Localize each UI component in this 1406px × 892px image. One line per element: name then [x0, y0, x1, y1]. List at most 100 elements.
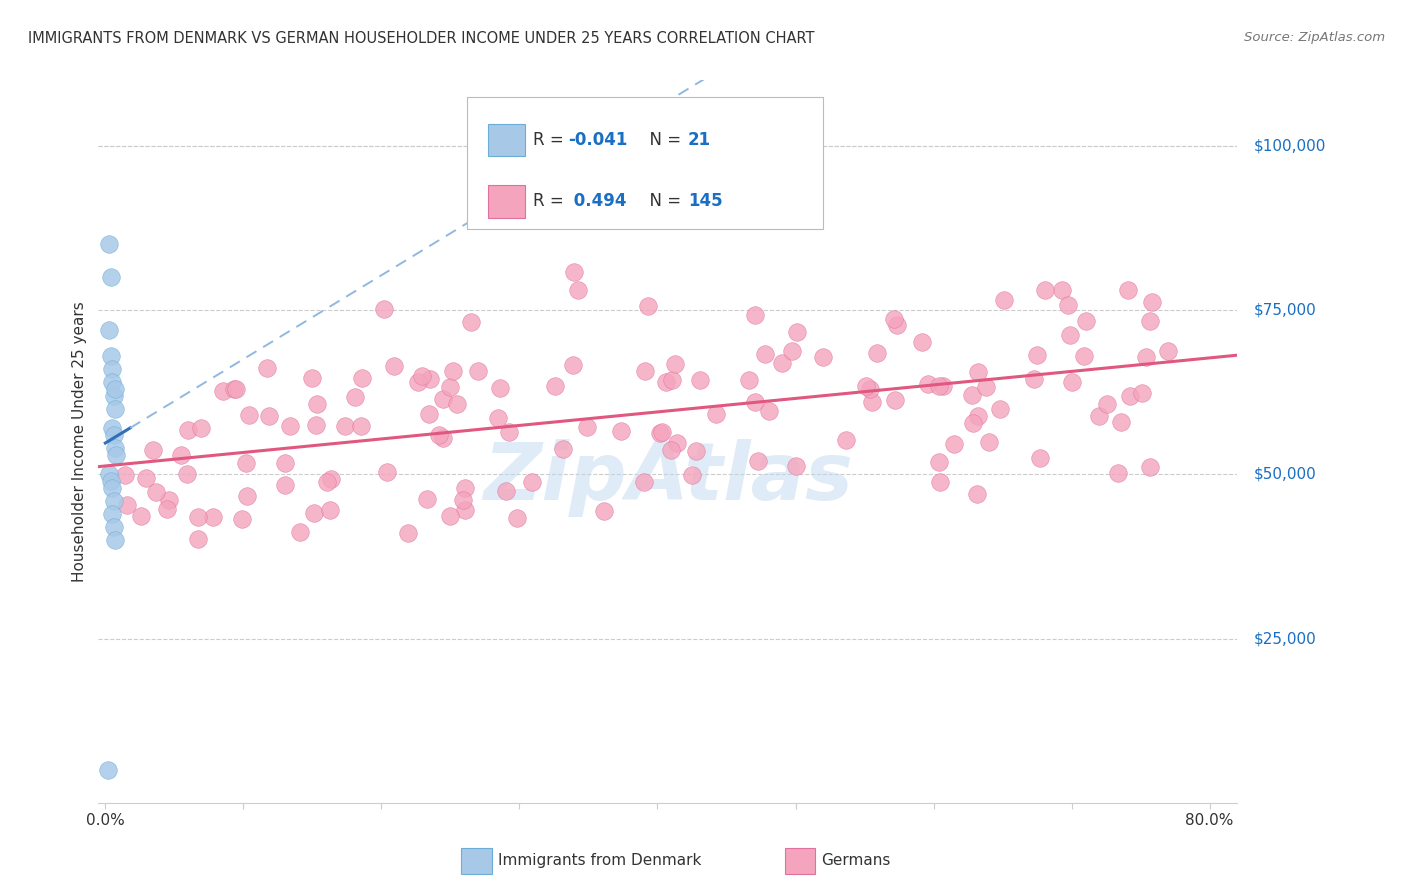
Point — [966, 487, 988, 501]
Text: -0.041: -0.041 — [568, 131, 628, 149]
Point — [427, 428, 450, 442]
Point — [1074, 314, 1097, 328]
Point — [883, 393, 905, 408]
Point — [659, 442, 682, 457]
Point — [176, 467, 198, 482]
Point — [506, 511, 529, 525]
Point — [301, 371, 323, 385]
Point — [419, 372, 441, 386]
Point — [439, 380, 461, 394]
Point — [212, 384, 235, 399]
Point — [747, 454, 769, 468]
Point — [544, 378, 567, 392]
Point — [813, 350, 835, 364]
Point — [665, 436, 688, 450]
Point — [418, 407, 440, 421]
Point — [1088, 409, 1111, 423]
Text: IMMIGRANTS FROM DENMARK VS GERMAN HOUSEHOLDER INCOME UNDER 25 YEARS CORRELATION : IMMIGRANTS FROM DENMARK VS GERMAN HOUSEH… — [28, 31, 814, 46]
Point — [967, 409, 990, 423]
Point — [967, 365, 990, 379]
Point — [321, 472, 343, 486]
Point — [770, 356, 793, 370]
Point — [101, 376, 124, 390]
Point — [316, 475, 339, 489]
Point — [1107, 466, 1129, 480]
Point — [661, 372, 683, 386]
Point — [187, 532, 209, 546]
Point — [101, 362, 124, 376]
Point — [704, 407, 727, 421]
Point — [1022, 372, 1045, 386]
Point — [304, 418, 326, 433]
Point — [302, 506, 325, 520]
Point — [633, 475, 655, 489]
Point — [103, 493, 125, 508]
Point — [1059, 328, 1081, 343]
Point — [917, 377, 939, 392]
Point — [744, 308, 766, 322]
Text: Source: ZipAtlas.com: Source: ZipAtlas.com — [1244, 31, 1385, 45]
Point — [1111, 415, 1133, 429]
Point — [754, 347, 776, 361]
Point — [432, 392, 454, 407]
Point — [610, 424, 633, 438]
Point — [1116, 284, 1139, 298]
Point — [274, 456, 297, 470]
Point — [651, 425, 673, 439]
Text: N =: N = — [638, 193, 686, 211]
Point — [1140, 295, 1163, 310]
Point — [1073, 349, 1095, 363]
Point — [758, 404, 780, 418]
Point — [932, 379, 955, 393]
Text: $100,000: $100,000 — [1254, 138, 1326, 153]
Point — [1025, 348, 1047, 362]
Point — [785, 458, 807, 473]
Y-axis label: Householder Income Under 25 years: Householder Income Under 25 years — [72, 301, 87, 582]
Point — [1050, 284, 1073, 298]
Point — [551, 442, 574, 456]
Point — [98, 467, 121, 482]
Point — [681, 467, 703, 482]
Point — [1135, 350, 1157, 364]
Point — [231, 511, 253, 525]
Point — [648, 425, 671, 440]
Text: $25,000: $25,000 — [1254, 632, 1317, 646]
Point — [114, 467, 136, 482]
Point — [454, 503, 477, 517]
Point — [928, 455, 950, 469]
Point — [441, 364, 464, 378]
Text: 0.494: 0.494 — [568, 193, 627, 211]
Point — [1060, 375, 1083, 389]
Point — [256, 361, 278, 376]
Point — [104, 382, 127, 396]
Point — [280, 419, 302, 434]
Point — [911, 334, 934, 349]
Point — [974, 380, 997, 394]
Point — [101, 507, 124, 521]
Point — [562, 265, 585, 279]
Point — [451, 493, 474, 508]
Point — [738, 373, 761, 387]
Point — [257, 409, 280, 423]
Text: $50,000: $50,000 — [1254, 467, 1317, 482]
Point — [460, 315, 482, 329]
Text: R =: R = — [533, 131, 569, 149]
Point — [1139, 459, 1161, 474]
Point — [454, 481, 477, 495]
Point — [928, 379, 950, 393]
Point — [411, 368, 433, 383]
Point — [929, 475, 952, 489]
Point — [373, 301, 395, 316]
Point — [238, 408, 260, 422]
Point — [866, 346, 889, 360]
Point — [103, 388, 125, 402]
Point — [883, 311, 905, 326]
Point — [486, 410, 509, 425]
Point — [886, 318, 908, 332]
Point — [98, 323, 121, 337]
Point — [1057, 298, 1080, 312]
Point — [100, 349, 122, 363]
Point — [1035, 284, 1057, 298]
Point — [177, 423, 200, 437]
Point — [859, 382, 882, 396]
